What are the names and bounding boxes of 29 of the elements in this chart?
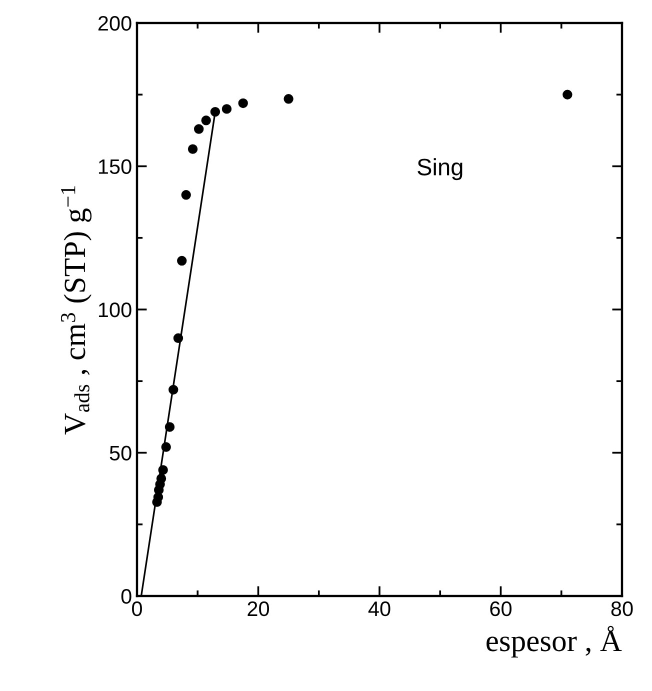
y-axis-title: V$_{ads}$ , cm$^{3}$ (STP) g$^{−1}$ — [60, 186, 92, 435]
x-tick-label: 60 — [490, 601, 512, 616]
annotation: Sing — [418, 158, 462, 180]
point — [188, 144, 198, 154]
point — [194, 124, 204, 134]
point — [173, 333, 184, 344]
y-tick-label: 50 — [110, 446, 132, 461]
point — [238, 98, 248, 108]
point — [222, 104, 232, 114]
x-tick-label: 80 — [611, 601, 633, 616]
point — [158, 465, 168, 475]
x-tick-label: 0 — [132, 601, 142, 616]
point — [156, 474, 166, 484]
point — [201, 116, 211, 126]
y-tick-label: 200 — [98, 16, 132, 31]
point — [164, 422, 175, 432]
y-tick-label: 150 — [98, 159, 132, 174]
point — [168, 384, 178, 395]
y-tick-label: 100 — [98, 302, 132, 318]
y-tick-label: 0 — [121, 589, 132, 604]
point — [181, 190, 191, 200]
point — [177, 256, 187, 266]
x-tick-label: 20 — [248, 601, 270, 616]
x-tick-label: 40 — [368, 601, 390, 616]
point — [161, 442, 171, 452]
point — [210, 106, 220, 117]
x-axis-title: espesor , Å — [486, 626, 622, 658]
point — [562, 90, 572, 100]
point — [284, 94, 294, 104]
